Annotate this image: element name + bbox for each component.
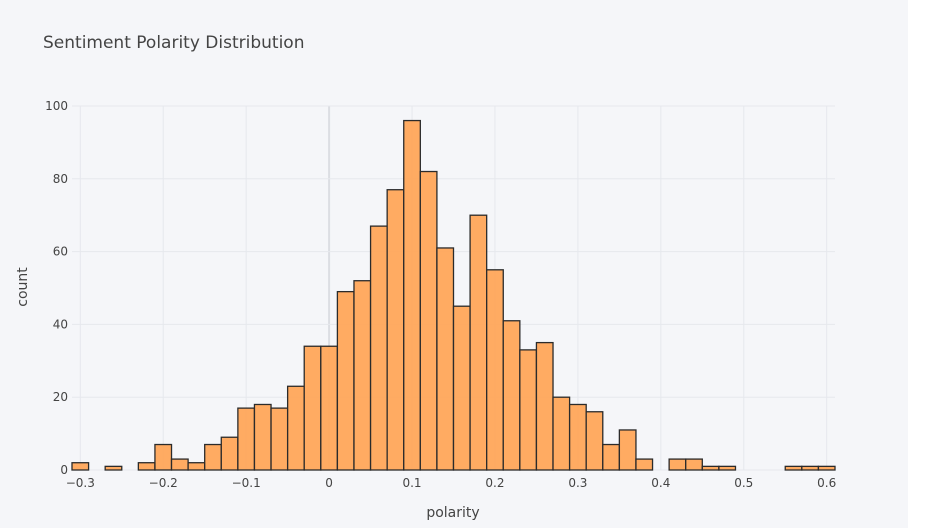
histogram-bar[interactable] <box>535 341 554 471</box>
histogram-bar[interactable] <box>71 462 90 471</box>
histogram-bar[interactable] <box>253 403 272 471</box>
y-tick-label: 0 <box>60 463 68 477</box>
histogram-bar[interactable] <box>237 407 256 471</box>
histogram-bar[interactable] <box>154 443 173 471</box>
histogram-bar[interactable] <box>436 247 455 471</box>
x-tick-label: −0.1 <box>232 476 261 490</box>
histogram-bar[interactable] <box>386 189 405 471</box>
histogram-bar[interactable] <box>585 411 604 471</box>
y-axis-label: count <box>15 267 31 307</box>
x-tick-label: 0.3 <box>568 476 587 490</box>
histogram-bar[interactable] <box>419 170 438 471</box>
bars-layer <box>71 119 836 471</box>
histogram-bar[interactable] <box>635 458 654 471</box>
x-tick-label: 0.6 <box>817 476 836 490</box>
x-tick-label: −0.3 <box>66 476 95 490</box>
histogram-bar[interactable] <box>353 280 372 471</box>
histogram-bar[interactable] <box>286 385 305 471</box>
histogram-bar[interactable] <box>170 458 189 471</box>
histogram-bar[interactable] <box>303 345 322 471</box>
x-tick-label: −0.2 <box>149 476 178 490</box>
y-tick-label: 80 <box>53 172 68 186</box>
x-tick-label: 0.2 <box>485 476 504 490</box>
histogram-bar[interactable] <box>701 465 720 471</box>
histogram-bar[interactable] <box>369 225 388 471</box>
histogram-bar[interactable] <box>104 465 123 471</box>
histogram-bar[interactable] <box>519 349 538 471</box>
histogram-bar[interactable] <box>204 443 222 471</box>
y-tick-label: 60 <box>53 245 68 259</box>
x-tick-label: 0 <box>325 476 333 490</box>
histogram-bar[interactable] <box>618 429 637 471</box>
histogram-bar[interactable] <box>718 465 737 471</box>
histogram-bar[interactable] <box>552 396 571 471</box>
chart-title: Sentiment Polarity Distribution <box>43 33 305 53</box>
histogram-bar[interactable] <box>336 290 355 471</box>
histogram-bar[interactable] <box>685 458 703 471</box>
axis-layer: −0.3 −0.2 −0.1 0 0.1 0.2 0.3 0.4 0.5 0.6 0 20 40 60 80… <box>45 99 836 490</box>
histogram-bar[interactable] <box>469 214 488 471</box>
histogram-bar[interactable] <box>668 458 687 471</box>
histogram-bar[interactable] <box>502 320 521 471</box>
histogram-bar[interactable] <box>403 119 421 471</box>
y-tick-label: 20 <box>53 390 68 404</box>
histogram-bar[interactable] <box>486 269 504 471</box>
y-tick-label: 40 <box>53 317 68 331</box>
histogram-bar[interactable] <box>801 465 820 471</box>
histogram-chart: −0.3 −0.2 −0.1 0 0.1 0.2 0.3 0.4 0.5 0.6 0 20 40 60 80… <box>15 99 836 521</box>
histogram-bar[interactable] <box>320 345 339 471</box>
x-tick-label: 0.4 <box>651 476 670 490</box>
histogram-bar[interactable] <box>137 462 156 471</box>
x-tick-label: 0.1 <box>402 476 421 490</box>
histogram-bar[interactable] <box>270 407 289 471</box>
histogram-bar[interactable] <box>568 403 587 471</box>
histogram-bar[interactable] <box>452 305 471 471</box>
histogram-bar[interactable] <box>602 443 621 471</box>
histogram-bar[interactable] <box>817 465 836 471</box>
histogram-bar[interactable] <box>784 465 803 471</box>
x-tick-label: 0.5 <box>734 476 753 490</box>
x-axis-label: polarity <box>426 505 479 521</box>
y-tick-label: 100 <box>45 99 68 113</box>
histogram-bar[interactable] <box>220 436 239 471</box>
histogram-bar[interactable] <box>187 462 206 471</box>
